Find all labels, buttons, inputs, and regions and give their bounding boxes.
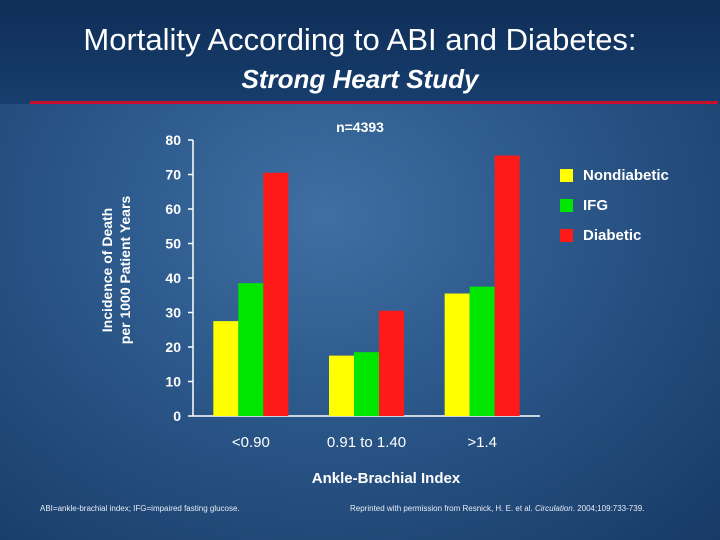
legend-item-diabetic: Diabetic — [560, 224, 641, 246]
footnote-citation: Reprinted with permission from Resnick, … — [350, 504, 644, 513]
y-tick-label: 10 — [165, 374, 181, 390]
title-band — [0, 0, 720, 104]
legend-swatch — [560, 168, 573, 182]
x-tick-label: <0.90 — [232, 434, 270, 451]
sample-size-annotation: n=4393 — [336, 119, 384, 135]
bar-diabetic-2 — [494, 155, 520, 416]
y-tick-label: 0 — [173, 408, 181, 424]
title-divider — [30, 101, 718, 104]
legend-item-nondiabetic: Nondiabetic — [560, 164, 669, 186]
y-tick-label: 50 — [165, 236, 181, 252]
citation-details: . 2004;109:733-739. — [572, 504, 645, 513]
legend-label: IFG — [583, 196, 608, 214]
y-tick-label: 30 — [165, 305, 181, 321]
y-tick-label: 20 — [165, 339, 181, 355]
slide-subtitle: Strong Heart Study — [241, 64, 479, 94]
footnote-abbreviations: ABI=ankle-brachial index; IFG=impaired f… — [40, 504, 240, 513]
bar-ifg-1 — [354, 352, 379, 416]
bar-diabetic-1 — [379, 310, 404, 416]
x-tick-label: >1.4 — [467, 434, 497, 451]
bar-nondiabetic-1 — [329, 355, 354, 416]
y-tick-label: 40 — [165, 270, 181, 286]
y-axis-label-line1: Incidence of Death — [99, 208, 115, 332]
slide-title: Mortality According to ABI and Diabetes: — [83, 22, 637, 57]
y-tick-label: 70 — [165, 167, 181, 183]
citation-text: Reprinted with permission from Resnick, … — [350, 504, 535, 513]
bar-ifg-2 — [469, 286, 495, 416]
legend-item-ifg: IFG — [560, 194, 608, 216]
legend-label: Nondiabetic — [583, 166, 669, 184]
x-tick-label: 0.91 to 1.40 — [327, 434, 406, 451]
y-tick-label: 60 — [165, 201, 181, 217]
bar-ifg-0 — [238, 283, 264, 416]
y-tick-label: 80 — [165, 132, 181, 148]
bar-nondiabetic-2 — [444, 293, 470, 416]
legend-label: Diabetic — [583, 226, 642, 244]
citation-journal: Circulation — [534, 504, 573, 513]
legend-swatch — [560, 198, 573, 212]
legend-swatch — [560, 228, 573, 242]
x-axis-label: Ankle-Brachial Index — [312, 470, 461, 487]
bar-diabetic-0 — [263, 172, 289, 416]
y-axis-label-line2: per 1000 Patient Years — [117, 196, 133, 345]
bar-nondiabetic-0 — [213, 321, 239, 416]
